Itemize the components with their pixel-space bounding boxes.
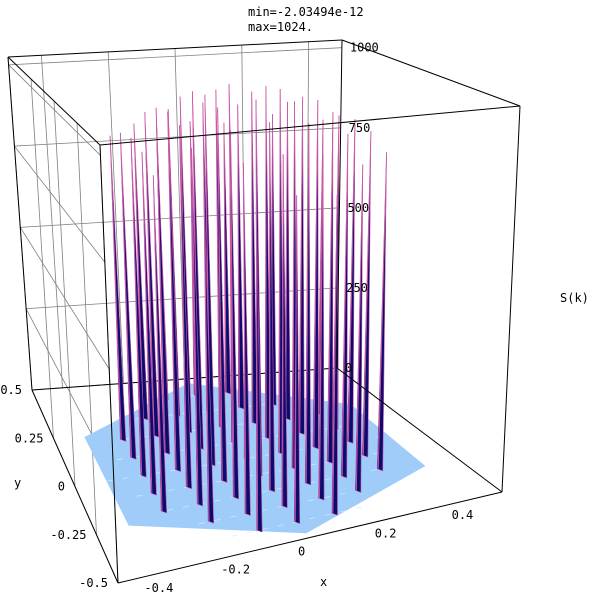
peak xyxy=(268,122,276,493)
peak-highlight xyxy=(347,119,356,442)
peak-highlight xyxy=(282,154,284,506)
y-tick-label: 0.25 xyxy=(15,431,44,445)
peak-highlight xyxy=(144,112,155,436)
bounding-box-front xyxy=(99,39,521,584)
box-edge xyxy=(117,491,503,584)
peak xyxy=(144,112,160,438)
peak-highlight xyxy=(377,152,388,469)
grid-line xyxy=(53,100,76,487)
y-tick-label: 0.5 xyxy=(0,383,22,397)
peak-highlight xyxy=(251,91,254,423)
z-axis-label: S(k) xyxy=(560,291,589,305)
peak xyxy=(255,204,263,533)
grid-line xyxy=(107,51,124,384)
peak xyxy=(179,125,193,490)
box-edge xyxy=(99,105,521,146)
peak xyxy=(217,107,228,483)
box-edge xyxy=(336,367,503,493)
peak-highlight xyxy=(228,83,233,443)
peak xyxy=(191,148,204,507)
peak xyxy=(141,151,157,496)
grid-line xyxy=(41,55,63,388)
z-tick-label: 500 xyxy=(347,201,369,215)
z-tick-label: 1000 xyxy=(350,41,379,55)
x-axis-label: x xyxy=(320,575,327,589)
peak xyxy=(133,123,149,421)
peak-highlight xyxy=(332,195,338,514)
peak-highlight xyxy=(279,88,281,453)
x-tick-label: 0 xyxy=(298,545,305,559)
box-edge xyxy=(31,389,119,584)
y-axis-label: y xyxy=(14,476,21,490)
peak xyxy=(130,137,147,478)
peak-highlight xyxy=(109,135,122,440)
peak-highlight xyxy=(223,122,227,392)
peak-highlight xyxy=(319,154,324,499)
z-tick-label: 250 xyxy=(346,281,368,295)
peak-highlight xyxy=(362,131,372,456)
peak-highlight xyxy=(269,122,271,490)
peak-highlight xyxy=(230,130,235,497)
peak-highlight xyxy=(255,204,259,531)
peak xyxy=(204,94,216,467)
peak-highlight xyxy=(141,151,153,494)
y-tick-label: -0.5 xyxy=(79,576,108,590)
peak-highlight xyxy=(215,89,221,427)
peak-highlight xyxy=(167,111,177,470)
peak-highlight xyxy=(355,164,364,491)
x-tick-label: 0.4 xyxy=(452,508,474,522)
x-tick-label: -0.2 xyxy=(221,563,250,577)
y-tick-label: -0.25 xyxy=(50,528,86,542)
y-tick-label: 0 xyxy=(58,480,65,494)
peak xyxy=(251,91,258,425)
box-edge xyxy=(99,144,119,584)
peak-highlight xyxy=(179,125,188,487)
peak xyxy=(109,135,127,442)
peak-highlight xyxy=(191,148,199,505)
peak-highlight xyxy=(299,96,304,433)
box-edge xyxy=(7,56,101,146)
peak xyxy=(167,111,182,473)
peak-highlight xyxy=(327,112,334,462)
peak-highlight xyxy=(237,104,240,408)
peak-highlight xyxy=(217,107,223,481)
peak xyxy=(203,180,215,524)
peak-highlight xyxy=(292,101,296,468)
grid-line xyxy=(19,207,340,370)
peak-highlight xyxy=(130,137,143,476)
grid-line xyxy=(76,122,97,535)
peak-highlight xyxy=(285,101,288,419)
peak-highlight xyxy=(313,99,319,447)
peak-highlight xyxy=(341,133,349,476)
box-edge xyxy=(336,39,343,369)
base-line xyxy=(198,487,372,525)
x-tick-label: 0.2 xyxy=(375,526,397,540)
peak xyxy=(155,107,171,455)
min-readout: min=-2.03494e-12 xyxy=(248,5,364,19)
peak xyxy=(120,132,137,460)
peak-highlight xyxy=(152,175,163,512)
z-tick-label: 0 xyxy=(345,361,352,375)
peak-highlight xyxy=(318,119,324,414)
peak-highlight xyxy=(242,162,247,514)
box-edge xyxy=(7,39,343,58)
box-edge xyxy=(7,56,33,391)
box-edge xyxy=(341,39,521,107)
peak-highlight xyxy=(155,107,166,453)
peaks xyxy=(109,83,388,533)
peak xyxy=(153,175,168,514)
box-edge xyxy=(501,105,521,493)
peak-highlight xyxy=(203,180,210,522)
max-readout: max=1024. xyxy=(248,20,313,34)
z-tick-label: 750 xyxy=(349,121,371,135)
grid-line xyxy=(30,78,54,439)
tick-labels: -0.4 -0.2 0 0.2 0.4 -0.5 -0.25 0 0.25 0.5 0 250 500 7… xyxy=(0,41,473,595)
x-tick-label: -0.4 xyxy=(144,581,173,595)
peak xyxy=(230,130,240,500)
peak-highlight xyxy=(294,195,298,522)
peak-highlight xyxy=(305,123,310,483)
peak-highlight xyxy=(189,121,196,395)
peak-highlight xyxy=(119,132,132,458)
